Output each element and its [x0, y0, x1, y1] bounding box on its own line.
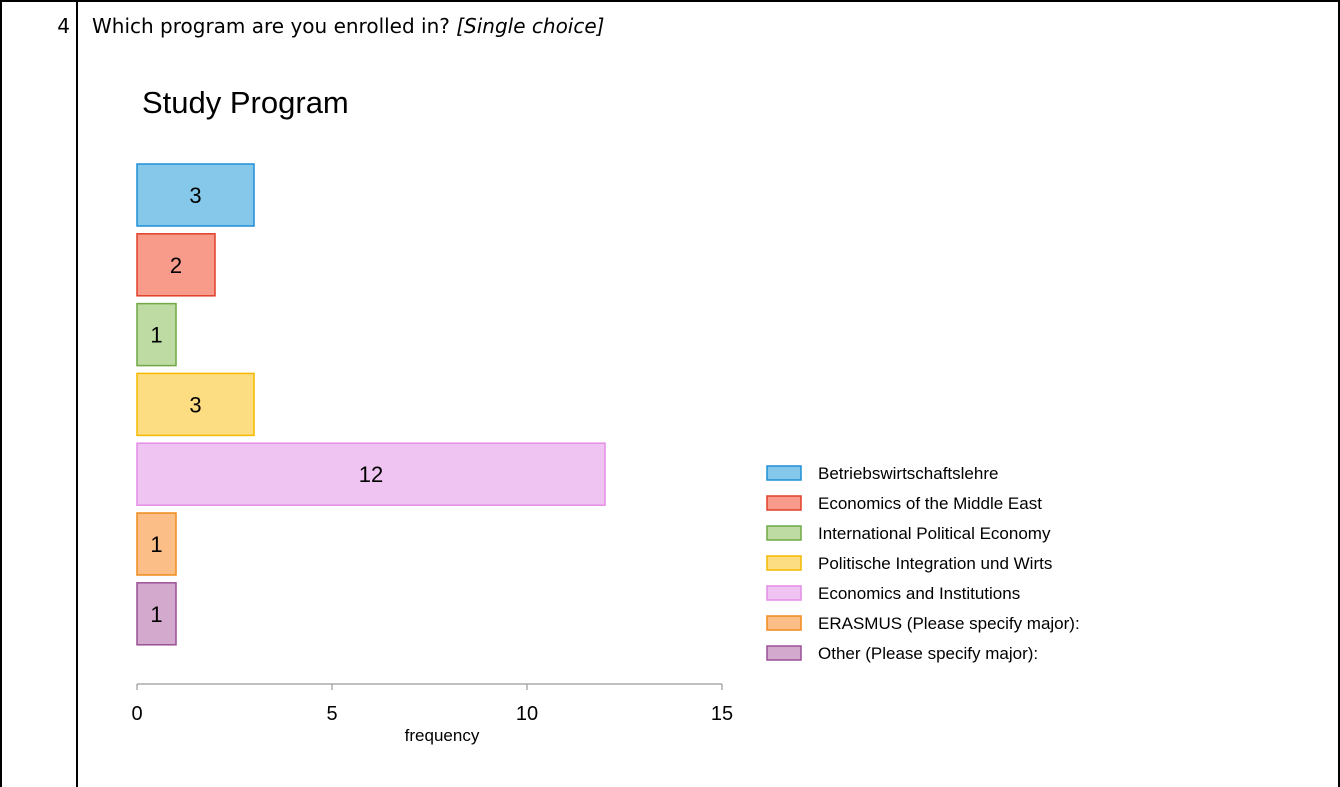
bar-value-label: 1: [150, 602, 162, 627]
legend-label-international-political-economy: International Political Economy: [818, 524, 1051, 543]
x-axis: 0 5 10 15: [131, 683, 733, 725]
bar-value-label: 3: [189, 392, 201, 417]
x-tick-label: 15: [711, 703, 733, 725]
question-type-note: [Single choice]: [456, 14, 605, 38]
legend-swatch-economics-of-the-middle-east: [766, 495, 802, 511]
legend-swatch-politische-integration-und-wirts: [766, 555, 802, 571]
legend-swatch-erasmus-please-specify-major: [766, 615, 802, 631]
bar-international-political-economy: [136, 302, 177, 367]
x-tick-label: 5: [326, 703, 337, 725]
x-tick-label: 10: [516, 703, 538, 725]
bar-value-label: 1: [150, 323, 162, 348]
bar-politische-integration-und-wirts: [136, 372, 255, 437]
chart-title: Study Program: [142, 85, 349, 120]
bar-value-label: 3: [189, 183, 201, 208]
legend-label-economics-and-institutions: Economics and Institutions: [818, 584, 1020, 603]
column-divider: [76, 0, 78, 787]
bar-erasmus-please-specify-major: [136, 512, 177, 576]
legend-label-economics-of-the-middle-east: Economics of the Middle East: [818, 494, 1042, 513]
right-border: [1338, 0, 1340, 787]
legend: Betriebswirtschaftslehre Economics of the…: [766, 464, 1080, 663]
legend-label-other-please-specify-major: Other (Please specify major):: [818, 644, 1038, 663]
legend-label-erasmus-please-specify-major: ERASMUS (Please specify major):: [818, 614, 1080, 633]
legend-swatch-international-political-economy: [766, 525, 802, 541]
bar-value-label: 2: [170, 253, 182, 278]
left-border: [0, 0, 2, 787]
question-number: 4: [57, 14, 70, 38]
question-label: Which program are you enrolled in?: [92, 14, 450, 38]
bar-value-label: 12: [359, 462, 383, 487]
legend-label-betriebswirtschaftslehre: Betriebswirtschaftslehre: [818, 464, 998, 483]
bar-other-please-specify-major: [136, 582, 177, 646]
question-text: Which program are you enrolled in? [Sing…: [92, 14, 604, 38]
bar-economics-and-institutions: [136, 442, 606, 506]
top-border: [0, 0, 1340, 2]
legend-swatch-other-please-specify-major: [766, 645, 802, 661]
bar-value-label: 1: [150, 532, 162, 557]
bar-economics-of-the-middle-east: [136, 233, 216, 297]
legend-swatch-economics-and-institutions: [766, 585, 802, 601]
bar-group: [136, 163, 606, 646]
legend-swatch-betriebswirtschaftslehre: [766, 465, 802, 481]
bar-betriebswirtschaftslehre: [136, 163, 255, 227]
x-tick-label: 0: [131, 703, 142, 725]
x-axis-title: frequency: [405, 726, 480, 745]
bar-label-group: 3 2 1 3 12 1 1: [150, 183, 383, 627]
legend-label-politische-integration-und-wirts: Politische Integration und Wirts: [818, 554, 1052, 573]
